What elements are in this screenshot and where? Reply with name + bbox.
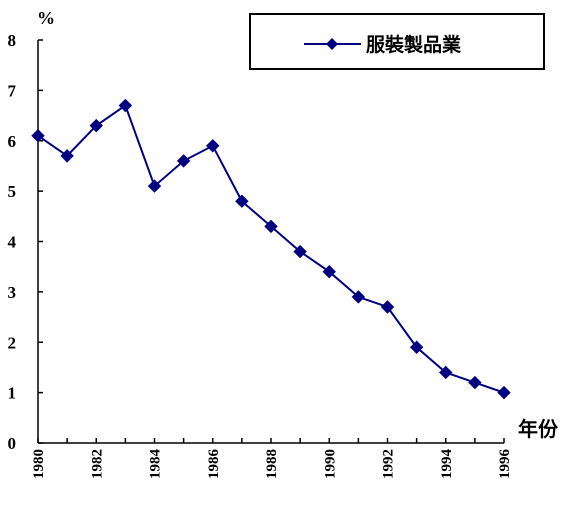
data-point-marker xyxy=(409,340,424,354)
data-point-marker xyxy=(235,194,249,208)
x-tick-label: 1994 xyxy=(439,449,455,480)
y-tick-label: 1 xyxy=(8,384,17,403)
y-tick-label: 0 xyxy=(8,434,17,453)
x-axis-label: 年份 xyxy=(518,417,559,441)
axes xyxy=(37,40,504,444)
x-tick-label: 1986 xyxy=(206,449,222,480)
legend: 服裝製品業 xyxy=(249,13,545,70)
y-tick-label: 7 xyxy=(8,81,17,100)
data-point-marker xyxy=(439,365,453,380)
x-tick-label: 1982 xyxy=(89,449,105,479)
legend-label: 服裝製品業 xyxy=(366,33,462,56)
y-tick-label: 6 xyxy=(8,132,17,151)
data-point-marker xyxy=(31,129,45,143)
data-point-marker xyxy=(264,219,278,234)
data-point-marker xyxy=(147,179,162,193)
data-point-marker xyxy=(351,290,366,304)
data-point-marker xyxy=(60,149,74,163)
series-line xyxy=(37,103,505,394)
data-point-marker xyxy=(206,139,220,153)
y-axis-unit-label: % xyxy=(37,8,55,28)
data-point-marker xyxy=(176,154,191,168)
legend-box xyxy=(249,13,545,70)
legend-marker-diamond xyxy=(326,38,338,50)
ticks: 0 1 2 3 4 5 6 7 8 1980 1982 1984 1986 1988 1990 1992 199… xyxy=(8,31,514,479)
x-tick-label: 1992 xyxy=(381,449,397,479)
x-tick-label: 1996 xyxy=(497,449,513,480)
y-tick-label: 5 xyxy=(8,182,17,201)
x-tick-label: 1980 xyxy=(31,449,47,479)
y-tick-label: 4 xyxy=(8,233,17,252)
y-tick-label: 8 xyxy=(8,31,17,50)
x-tick-label: 1990 xyxy=(322,449,338,479)
y-tick-label: 2 xyxy=(8,333,17,352)
data-point-marker xyxy=(89,118,103,133)
data-point-marker xyxy=(293,244,307,259)
data-point-marker xyxy=(380,300,395,314)
y-tick-label: 3 xyxy=(8,283,17,302)
x-tick-label: 1984 xyxy=(148,449,164,480)
data-point-marker xyxy=(322,265,336,279)
x-tick-label: 1988 xyxy=(264,449,280,479)
data-point-marker xyxy=(118,98,133,113)
data-point-marker xyxy=(468,375,482,390)
data-point-marker xyxy=(497,385,511,400)
series-layer xyxy=(31,98,511,400)
